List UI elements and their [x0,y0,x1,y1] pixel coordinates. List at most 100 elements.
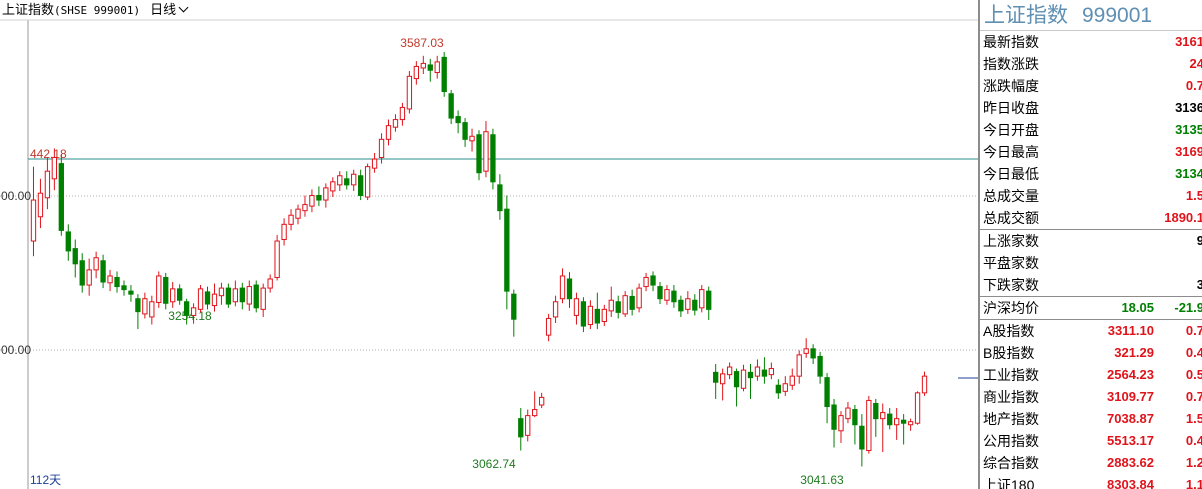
candle-body [260,287,266,310]
candle-body [65,231,71,252]
candle-body [399,106,406,121]
candle-body [845,407,851,420]
quote-row-value: 1.5 [1185,188,1202,203]
candle-body [86,269,92,286]
candle-body [406,75,413,110]
candlestick-plot[interactable]: 00.00 00.00 442.18 3587.03 3254.18 3062.74 304… [0,0,978,489]
candle-body [107,275,113,284]
chart-header: 上证指数(SHSE 999001) 日线 [0,0,189,20]
annotation-low-2: 3062.74 [472,457,516,471]
candle-body [211,293,218,307]
candle-body [866,399,872,452]
candle-body [316,194,322,201]
candle-body [504,208,510,292]
index-row-change: 1.2 [1185,455,1202,470]
candle-body [441,56,447,92]
index-row-value: 2564.23 [1107,367,1154,382]
avg-price-change: -21.9 [1174,300,1202,315]
candle-body [371,158,378,169]
annotation-low-1: 3254.18 [168,309,212,323]
annotation-high: 3587.03 [400,36,444,50]
candle-body [740,369,747,389]
quote-row: 指数涨跌 24 [980,53,1202,75]
candle-body [803,348,809,354]
quote-panel: 上证指数 999001 最新指数 3161 指数涨跌 24 涨跌幅度 0.7 昨日收盘 3136… [978,0,1202,489]
index-row-change: 0.7 [1185,323,1202,338]
candle-body [149,301,155,318]
quote-row-label: 昨日收盘 [983,100,1039,116]
breadth-row-label: 平盘家数 [983,255,1039,271]
candle-body [197,288,204,310]
annotation-low-3: 3041.63 [800,473,844,487]
candle-body [427,64,433,71]
candle-body [782,383,788,392]
candle-body [914,392,921,424]
quote-row-value: 3135 [1175,122,1202,137]
candle-body [873,402,879,420]
candle-body [142,298,148,315]
candle-body [601,308,607,322]
candle-body [789,375,795,386]
candle-body [378,138,385,159]
candle-body [768,368,775,376]
index-row-label: 公用指数 [983,433,1039,449]
candle-body [135,298,141,313]
quote-row-label: 今日最低 [983,166,1039,182]
day-count-label: 112天 [30,473,62,487]
candle-body [44,170,51,199]
candle-body [392,119,399,128]
chart-title: 上证指数 [2,2,55,17]
candle-body [538,396,545,406]
index-row: B股指数 321.29 0.4 [980,342,1202,364]
candle-body [246,286,252,305]
quote-row-value: 3169 [1175,144,1202,159]
candle-body [907,421,914,426]
panel-title: 上证指数 999001 [980,0,1202,31]
candle-body [713,371,719,383]
candle-body [469,135,475,142]
candle-body [692,299,698,311]
candle-body [364,166,371,198]
candle-body [859,425,865,450]
panel-index-code: 999001 [1082,4,1153,27]
quote-row-label: 总成交额 [983,210,1039,226]
period-selector[interactable]: 日线 [150,2,189,17]
reference-line-label: 442.18 [30,147,67,161]
candle-body [190,307,197,316]
candle-body [225,287,232,305]
candle-body [413,65,420,80]
candle-body [629,295,635,310]
quote-row-label: 总成交量 [983,188,1039,204]
candle-body [552,301,559,318]
index-row-label: 工业指数 [983,367,1039,383]
candle-body [761,369,768,377]
index-row: 综合指数 2883.62 1.2 [980,452,1202,474]
candle-body [678,299,684,312]
quote-row: 昨日收盘 3136 [980,97,1202,119]
kline-chart[interactable]: 上证指数(SHSE 999001) 日线 00.00 00.00 442.18 3587… [0,0,978,489]
candle-body [532,409,538,417]
candle-body [754,366,761,377]
index-row-label: B股指数 [983,345,1035,361]
candle-body [657,286,663,300]
candle-body [93,257,99,271]
quote-row-label: 今日最高 [983,144,1039,160]
index-row-change: 0.4 [1185,433,1202,448]
index-row-value: 2883.62 [1107,455,1154,470]
candle-body [587,305,594,326]
index-row: 地产指数 7038.87 1.5 [980,408,1202,430]
candle-body [156,275,162,304]
quote-row: 今日最低 3134 [980,163,1202,185]
index-row-value: 321.29 [1114,345,1154,360]
quote-row-label: 今日开盘 [983,122,1039,138]
candle-body [455,116,461,124]
price-label-lower: 00.00 [1,343,31,357]
index-row-change: 1.1 [1185,477,1202,489]
candle-body [177,288,183,301]
candle-body [706,290,712,310]
index-row-label: A股指数 [983,323,1035,339]
candle-body [810,348,816,359]
index-row-value: 3311.10 [1107,323,1154,338]
candle-body [100,260,106,283]
quote-row: 今日开盘 3135 [980,119,1202,141]
